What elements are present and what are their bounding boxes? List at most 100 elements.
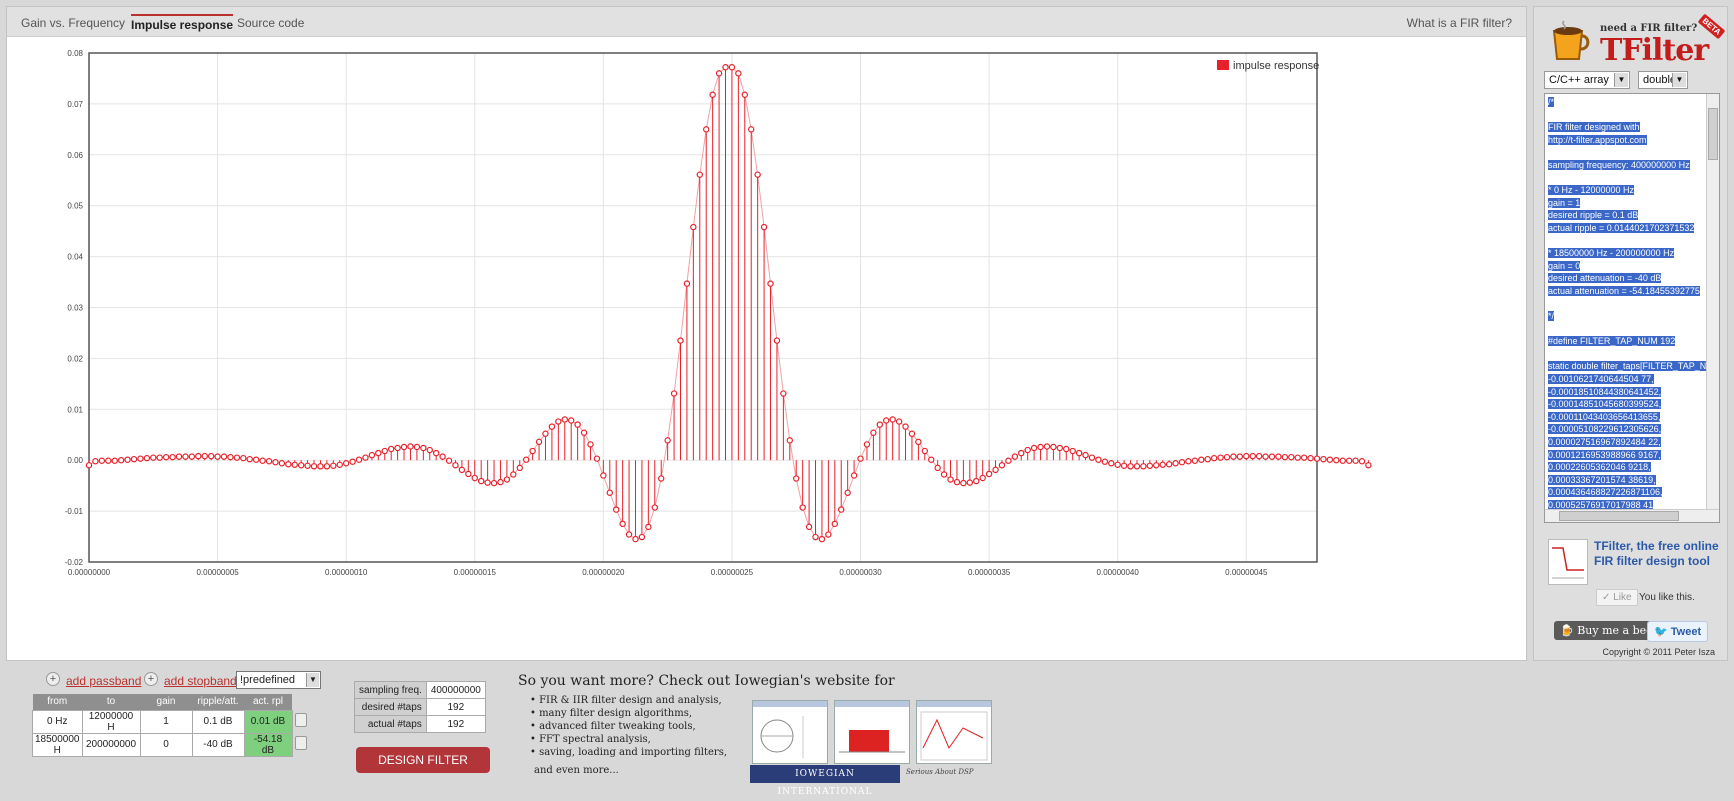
band-ripple-input[interactable]: 0.1 dB <box>191 709 245 734</box>
predefined-select[interactable]: !predefined ▼ <box>236 671 321 689</box>
promo-text[interactable]: TFilter, the free online FIR filter desi… <box>1594 539 1719 568</box>
impulse-marker <box>850 472 858 479</box>
impulse-marker <box>1185 458 1192 465</box>
sampling-freq-input[interactable]: 400000000 <box>425 681 486 699</box>
impulse-marker <box>1024 446 1031 454</box>
output-format-select[interactable]: C/C++ array ▼ <box>1544 71 1630 89</box>
impulse-marker <box>503 476 511 483</box>
impulse-marker <box>992 466 999 474</box>
add-passband-link[interactable]: add passband <box>66 674 142 688</box>
impulse-envelope <box>88 66 1369 540</box>
impulse-marker <box>92 458 99 465</box>
check-icon: ✓ <box>1602 592 1611 603</box>
impulse-marker <box>574 421 581 428</box>
impulse-marker <box>407 443 414 450</box>
design-filter-button[interactable]: DESIGN FILTER <box>356 747 490 773</box>
impulse-marker <box>1140 463 1147 470</box>
impulse-marker <box>1217 454 1224 461</box>
impulse-marker <box>98 457 106 464</box>
scrollbar-thumb[interactable] <box>1559 511 1679 521</box>
number-type-select[interactable]: double ▼ <box>1638 71 1688 89</box>
beer-label: Buy me a beer <box>1577 624 1658 637</box>
scrollbar-thumb[interactable] <box>1708 108 1718 160</box>
impulse-marker <box>1198 456 1205 463</box>
impulse-marker <box>548 423 556 430</box>
source-code-text: /* FIR filter designed with http://t-filte… <box>1548 96 1706 512</box>
tab-gain-vs-frequency[interactable]: Gain vs. Frequency <box>21 16 126 30</box>
impulse-marker <box>1127 463 1134 470</box>
iowegian-tagline: Serious About DSP <box>906 768 974 776</box>
what-is-fir-link[interactable]: What is a FIR filter? <box>1406 16 1512 30</box>
code-line: actual ripple = 0.0144021702371532 <box>1548 222 1695 233</box>
iowegian-banner[interactable]: IOWEGIAN INTERNATIONAL Serious About DSP <box>750 765 994 797</box>
promo-thumbnail[interactable] <box>1548 539 1588 585</box>
horizontal-scrollbar[interactable] <box>1545 509 1719 522</box>
trash-icon[interactable] <box>295 713 307 727</box>
impulse-marker <box>497 478 504 486</box>
impulse-marker <box>323 463 331 470</box>
impulse-marker <box>767 280 774 287</box>
screenshot-thumbnail[interactable] <box>752 700 828 764</box>
add-stopband-link[interactable]: add stopband <box>164 674 237 688</box>
tab-bar: Gain vs. Frequency Impulse response Sour… <box>7 7 1526 37</box>
number-type-value: double <box>1643 74 1677 86</box>
impulse-marker <box>805 523 813 531</box>
impulse-marker <box>696 171 703 178</box>
impulse-marker <box>1178 459 1186 466</box>
buy-beer-button[interactable]: 🍺 Buy me a beer <box>1554 621 1664 640</box>
impulse-marker <box>1313 455 1321 462</box>
vertical-scrollbar[interactable] <box>1706 94 1719 510</box>
impulse-marker <box>773 337 781 344</box>
impulse-marker <box>857 455 864 462</box>
impulse-marker <box>793 475 800 482</box>
tfilter-logo[interactable]: need a FIR filter? TFilter BETA <box>1548 13 1726 68</box>
band-from-input[interactable]: 0 Hz <box>32 709 83 734</box>
impulse-marker <box>940 471 948 478</box>
like-button[interactable]: ✓ Like <box>1596 589 1638 606</box>
impulse-marker <box>259 457 266 464</box>
desired-taps-input[interactable]: 192 <box>425 698 486 716</box>
impulse-marker <box>1082 451 1089 459</box>
impulse-marker <box>1165 461 1173 468</box>
band-attenuation-input[interactable]: -40 dB <box>191 732 245 757</box>
impulse-marker <box>915 438 922 446</box>
code-line: gain = 1 <box>1548 197 1581 208</box>
band-from-input[interactable]: 18500000 H <box>32 732 83 757</box>
col-to: to <box>82 694 140 710</box>
impulse-marker <box>1043 443 1051 450</box>
code-line: http://t-filter.appspot.com <box>1548 134 1647 145</box>
impulse-marker <box>741 91 748 98</box>
x-tick-label: 0.00000005 <box>196 568 239 577</box>
coffee-cup-icon <box>1552 20 1590 60</box>
code-line <box>1548 298 1706 311</box>
impulse-marker <box>1300 454 1308 461</box>
band-to-input[interactable]: 200000000 <box>81 732 141 757</box>
screenshot-thumbnail[interactable] <box>834 700 910 764</box>
tab-impulse-response[interactable]: Impulse response <box>131 14 234 32</box>
impulse-marker <box>1230 453 1237 460</box>
predefined-value: !predefined <box>240 674 296 686</box>
impulse-marker <box>1268 453 1276 460</box>
band-gain-input[interactable]: 0 <box>139 732 193 757</box>
impulse-marker <box>760 223 768 231</box>
screenshot-thumbnail[interactable] <box>916 700 992 764</box>
impulse-marker <box>1037 443 1044 451</box>
impulse-response-chart: 0.08 0.07 0.06 0.05 0.04 0.03 0.02 0.01 0.00 -0.0… <box>65 49 1372 577</box>
impulse-marker <box>625 531 633 538</box>
band-to-input[interactable]: 12000000 H <box>81 709 141 734</box>
add-stopband-icon[interactable]: + <box>144 672 158 686</box>
impulse-marker <box>265 458 273 465</box>
trash-icon[interactable] <box>295 736 308 750</box>
source-code-box[interactable]: /* FIR filter designed with http://t-filte… <box>1544 93 1720 523</box>
sidebar: need a FIR filter? TFilter BETA C/C++ ar… <box>1533 6 1728 661</box>
chevron-down-icon: ▼ <box>306 673 319 687</box>
tweet-button[interactable]: 🐦 Tweet <box>1647 621 1709 642</box>
y-tick-label: 0.01 <box>67 405 83 414</box>
impulse-marker <box>201 452 208 460</box>
code-line: -0.0010621740644504 77, <box>1548 374 1654 385</box>
band-actual-attenuation: -54.18 dB <box>243 732 293 757</box>
add-passband-icon[interactable]: + <box>46 672 60 686</box>
band-gain-input[interactable]: 1 <box>139 709 193 734</box>
tab-source-code[interactable]: Source code <box>237 16 305 30</box>
impulse-marker <box>252 456 260 463</box>
